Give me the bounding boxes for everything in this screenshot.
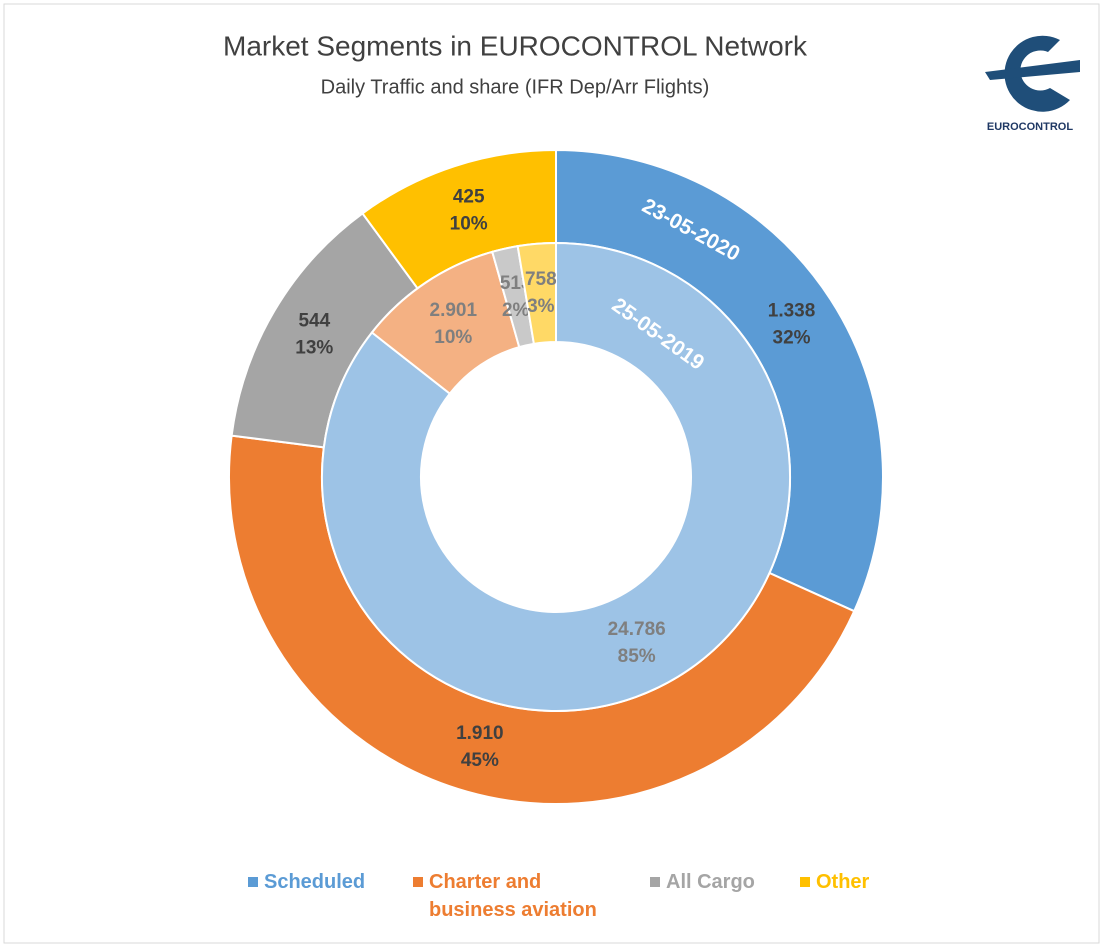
value-label: 1.910 — [456, 723, 504, 744]
legend-item: All Cargo — [650, 868, 790, 896]
share-label: 85% — [618, 646, 656, 667]
legend-swatch — [413, 877, 423, 887]
legend-swatch — [248, 877, 258, 887]
legend-item: Scheduled — [248, 868, 398, 896]
value-label: 2.901 — [430, 300, 478, 321]
value-label: 758 — [525, 269, 557, 290]
chart-subtitle: Daily Traffic and share (IFR Dep/Arr Fli… — [321, 76, 710, 98]
donut-segment — [516, 241, 557, 345]
value-label: 1.338 — [768, 301, 816, 322]
legend-swatch — [800, 877, 810, 887]
value-label: 24.786 — [608, 619, 666, 640]
donut-segment — [321, 241, 791, 712]
chart-title: Market Segments in EUROCONTROL Network — [223, 30, 808, 61]
logo: EUROCONTROL — [985, 35, 1080, 133]
share-label: 32% — [773, 328, 811, 349]
legend-label: Charter and business aviation — [429, 871, 597, 921]
legend-label: Scheduled — [264, 871, 366, 893]
share-label: 2% — [502, 300, 530, 321]
legend-label: All Cargo — [666, 871, 755, 893]
legend-item: Charter and business aviation — [413, 868, 623, 924]
share-label: 45% — [461, 750, 499, 771]
share-label: 3% — [527, 296, 555, 317]
frame — [3, 3, 1100, 944]
share-label: 13% — [295, 338, 333, 359]
legend-swatch — [650, 877, 660, 887]
share-label: 10% — [434, 327, 472, 348]
legend-item: Other — [800, 868, 920, 896]
value-label: 544 — [298, 311, 330, 332]
logo-text: EUROCONTROL — [987, 121, 1073, 133]
share-label: 10% — [450, 213, 488, 234]
value-label: 425 — [453, 186, 485, 207]
legend-label: Other — [816, 871, 870, 893]
